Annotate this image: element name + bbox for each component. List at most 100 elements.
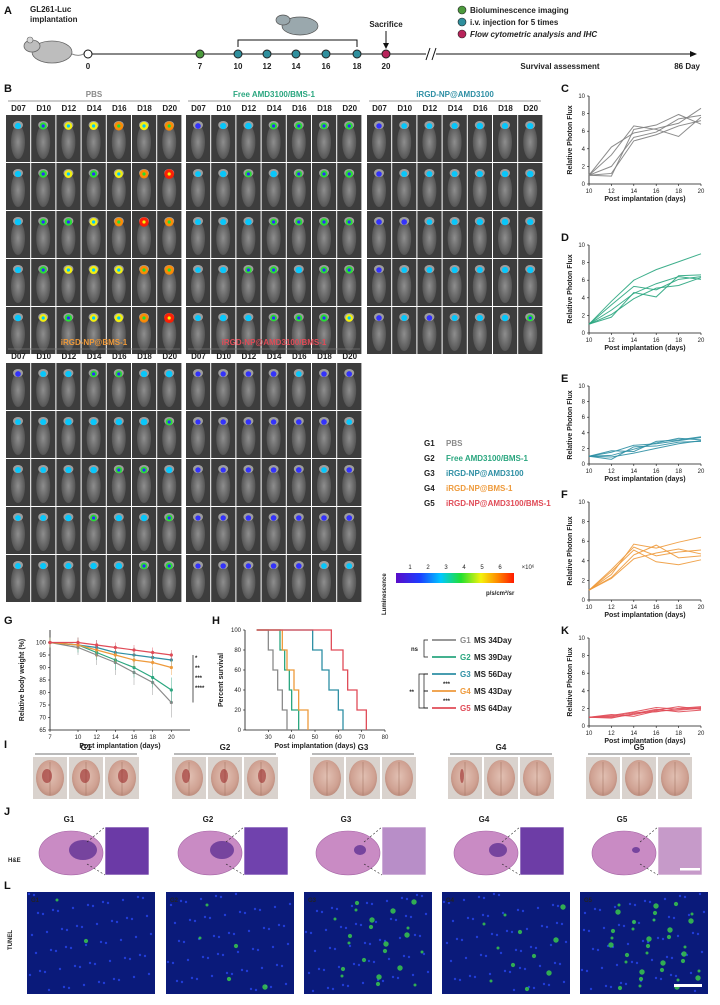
apoptotic-signal <box>617 903 621 907</box>
brain-group-label-g3: G3 <box>358 743 369 752</box>
bioluminescence-signal <box>140 514 148 522</box>
apoptotic-signal <box>646 936 652 942</box>
bioluminescence-signal <box>501 314 509 322</box>
bioluminescence-signal <box>219 170 227 178</box>
mouse-silhouette <box>61 421 76 455</box>
x-tick-label: 16 <box>653 605 660 611</box>
y-tick-label: 2 <box>582 706 586 712</box>
mouse-silhouette <box>36 565 51 599</box>
nucleus-dot <box>119 938 123 942</box>
panel-letter-k: J <box>4 806 10 818</box>
apoptotic-signal <box>413 983 417 987</box>
apoptotic-signal <box>695 975 701 981</box>
mouse-silhouette <box>266 565 281 599</box>
bioluminescence-core <box>272 220 276 224</box>
bioluminescence-signal <box>14 266 22 274</box>
sig-g4-g5: *** <box>443 699 451 705</box>
nucleus-dot <box>247 929 251 933</box>
nucleus-dot <box>337 965 341 969</box>
x-axis-title: Post implantation (days) <box>604 476 685 483</box>
nucleus-dot <box>104 941 108 945</box>
nucleus-dot <box>352 962 356 966</box>
nucleus-dot <box>304 930 308 934</box>
mouse-silhouette <box>317 373 331 407</box>
nucleus-dot <box>615 963 619 967</box>
y-tick-label: 0 <box>582 331 586 337</box>
mouse-silhouette <box>317 269 331 303</box>
mouse-silhouette <box>291 373 306 407</box>
bioluminescence-core <box>322 268 326 272</box>
he-brain-section <box>315 830 381 876</box>
nucleus-dot <box>256 948 260 952</box>
mouse-silhouette <box>372 125 386 159</box>
nucleus-dot <box>186 958 190 962</box>
apoptotic-signal <box>354 908 358 912</box>
day-header-d10: D10 <box>36 104 51 113</box>
mouse-silhouette <box>266 125 281 159</box>
bioluminescence-signal <box>376 315 382 321</box>
apoptotic-signal <box>376 974 382 980</box>
bioluminescence-signal <box>14 170 22 178</box>
mouse-silhouette <box>216 317 231 351</box>
x-axis-title: Post implantation (days) <box>274 743 355 750</box>
nucleus-dot <box>391 975 395 979</box>
bioluminescence-signal <box>219 314 227 322</box>
mouse-silhouette <box>162 317 177 351</box>
nucleus-dot <box>370 902 374 906</box>
mouse-silhouette <box>498 173 512 207</box>
nucleus-dot <box>99 940 103 944</box>
x-tick-label: 12 <box>608 605 615 611</box>
nucleus-dot <box>525 927 529 931</box>
nucleus-dot <box>333 947 337 951</box>
nucleus-dot <box>628 902 632 906</box>
x-tick-label: 18 <box>675 605 682 611</box>
x-tick-label: 18 <box>675 338 682 344</box>
nucleus-dot <box>132 975 136 979</box>
nucleus-dot <box>562 980 566 984</box>
series-line-3 <box>588 707 702 718</box>
bracket-g3-g4 <box>423 673 428 692</box>
mouse-silhouette <box>447 125 462 159</box>
y-tick-label: 80 <box>39 691 46 697</box>
apoptotic-signal <box>667 927 673 933</box>
mouse-silhouette <box>36 517 51 551</box>
nucleus-dot <box>678 894 682 898</box>
x-tick-label: 18 <box>675 189 682 195</box>
nucleus-dot <box>534 946 538 950</box>
group-legend-id-g5: G5 <box>424 499 435 508</box>
nucleus-dot <box>147 972 151 976</box>
nucleus-dot <box>271 945 275 949</box>
bioluminescence-signal <box>426 219 433 225</box>
series-line-2 <box>588 546 702 591</box>
body-weight-chart: G 65 70 75 80 85 90 95 100 7 10 12 14 16 18 20 Post impl… <box>4 615 205 750</box>
nucleus-dot <box>490 932 494 936</box>
mouse-silhouette <box>162 173 177 207</box>
mouse-silhouette <box>342 373 357 407</box>
apoptotic-signal <box>420 950 424 954</box>
mouse-silhouette <box>447 221 462 255</box>
mouse-silhouette <box>523 125 538 159</box>
tissue-panels: I G1 G2 G3 G4 G5 J H&E G1 G2 G3 G4 G5 L TUNEL G1 G2 G3 G4 G… <box>4 739 708 994</box>
bioluminescence-signal <box>296 419 302 425</box>
mouse-silhouette <box>241 517 256 551</box>
nucleus-dot <box>486 914 490 918</box>
bioluminescence-signal <box>527 218 534 226</box>
bioluminescence-core <box>347 124 351 128</box>
mouse-silhouette <box>36 221 51 255</box>
bioluminescence-signal <box>401 267 408 273</box>
x-tick-label: 14 <box>630 605 637 611</box>
nucleus-dot <box>71 906 75 910</box>
nucleus-dot <box>60 927 64 931</box>
y-axis-title: Relative Photon Flux <box>567 516 574 585</box>
nucleus-dot <box>422 952 426 956</box>
chart-c: C 0 2 4 6 8 10 10 12 14 16 18 20 Post implantation (d… <box>561 83 705 203</box>
day-header-d16: D16 <box>112 352 127 361</box>
apoptotic-signal <box>368 924 374 930</box>
bioluminescence-signal <box>476 218 484 226</box>
nucleus-dot <box>600 966 604 970</box>
weight-point <box>48 640 52 645</box>
x-tick-label: 12 <box>93 735 100 741</box>
